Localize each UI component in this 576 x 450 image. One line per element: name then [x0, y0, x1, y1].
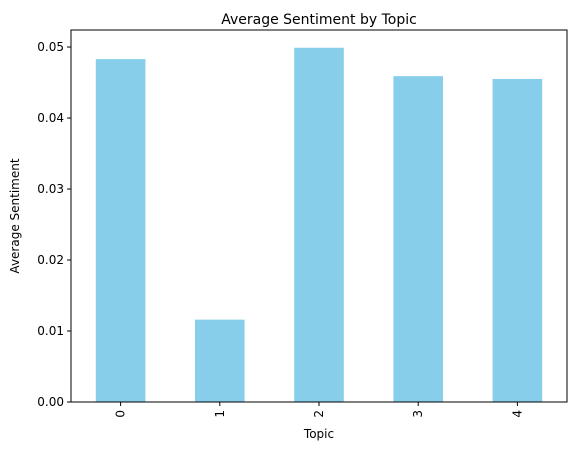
bar-topic-1 — [195, 319, 245, 402]
x-tick-label: 0 — [114, 410, 128, 418]
plot-frame — [70, 29, 568, 403]
x-axis-title: Topic — [303, 427, 334, 441]
y-tick-label: 0.02 — [37, 253, 64, 267]
bar-topic-4 — [492, 78, 543, 402]
bars-group — [95, 47, 543, 403]
y-axis: 0.00 0.01 0.02 0.03 0.04 0.05 — [37, 40, 71, 409]
bar-topic-2 — [294, 47, 344, 402]
y-tick-label: 0.04 — [37, 111, 64, 125]
x-tick-label: 4 — [510, 410, 524, 418]
y-tick-label: 0.05 — [37, 40, 64, 54]
x-tick-label: 2 — [312, 410, 326, 418]
bar-topic-3 — [393, 76, 443, 403]
x-tick-label: 3 — [411, 410, 425, 418]
y-tick-label: 0.03 — [37, 182, 64, 196]
y-tick-label: 0.00 — [37, 395, 64, 409]
y-axis-title: Average Sentiment — [8, 158, 22, 273]
y-tick-label: 0.01 — [37, 324, 64, 338]
x-tick-label: 1 — [213, 410, 227, 418]
x-axis: 0 1 2 3 4 — [114, 402, 524, 418]
bar-topic-0 — [95, 59, 146, 403]
chart-title: Average Sentiment by Topic — [221, 12, 417, 28]
